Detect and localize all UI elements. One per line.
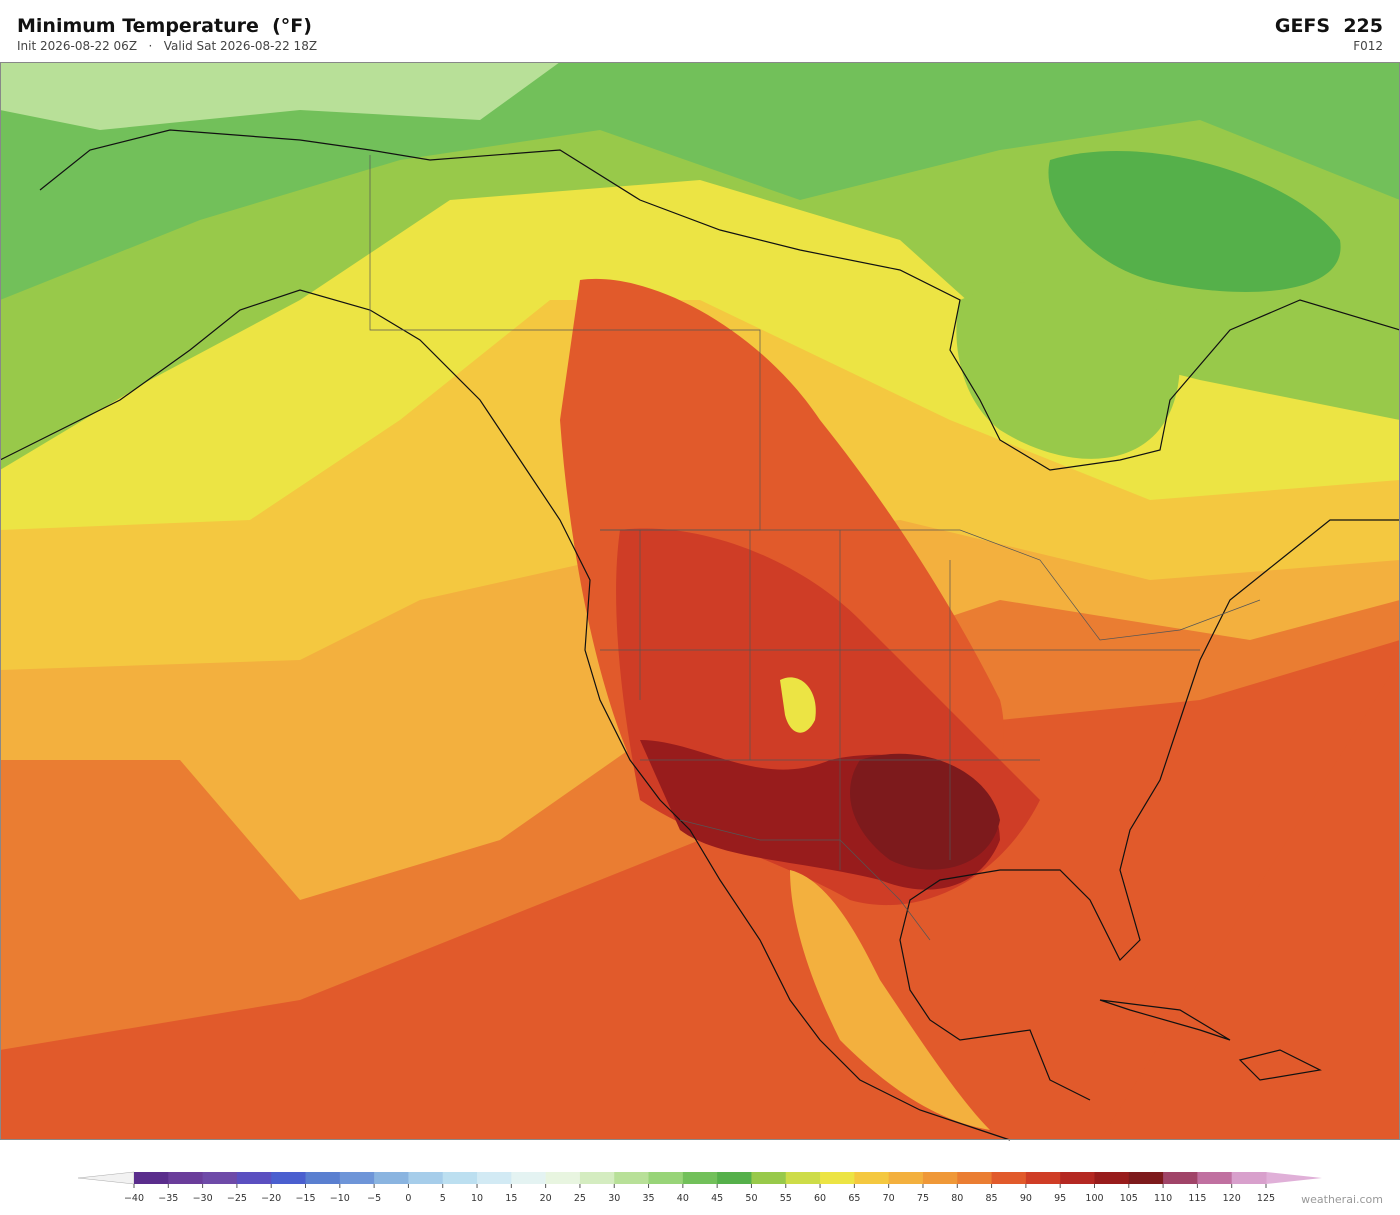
colorbar-segment [1197,1172,1233,1184]
subtitle: Init 2026-08-22 06Z · Valid Sat 2026-08-… [17,39,317,53]
init-time: Init 2026-08-22 06Z [17,39,138,53]
colorbar-segment [202,1172,238,1184]
temperature-field [0,62,1400,1140]
colorbar-segment [682,1172,718,1184]
colorbar-segment [1094,1172,1130,1184]
colorbar-tick-label: 125 [1257,1193,1275,1204]
colorbar-tick-label: 40 [677,1193,689,1204]
colorbar-tick-label: 100 [1085,1193,1103,1204]
colorbar-tick-label: 90 [1020,1193,1032,1204]
credit: weatherai.com [1301,1193,1383,1206]
colorbar-tick-label: 60 [814,1193,826,1204]
colorbar-tick-label: 70 [883,1193,895,1204]
colorbar-segment [1060,1172,1095,1184]
colorbar-tick-label: −5 [367,1193,381,1204]
colorbar-tick-label: 10 [471,1193,483,1204]
colorbar-tick-label: 25 [574,1193,586,1204]
colorbar-tick-label: 65 [848,1193,860,1204]
colorbar-segment [820,1172,855,1184]
colorbar-tick-label: −10 [330,1193,350,1204]
map-title: Minimum Temperature (°F) [17,15,312,37]
colorbar-segment [408,1172,444,1184]
colorbar-tick-label: −15 [295,1193,315,1204]
colorbar-tick-label: 115 [1188,1193,1206,1204]
colorbar-segment [1163,1172,1198,1184]
colorbar-segment [957,1172,993,1184]
separator: · [148,39,153,53]
colorbar-tick-label: 30 [608,1193,620,1204]
colorbar-segment [922,1172,958,1184]
colorbar-segment [134,1172,169,1184]
colorbar-segment [168,1172,204,1184]
colorbar-segment [236,1172,272,1184]
colorbar-segment [1025,1172,1061,1184]
model-name: GEFS 225 [1274,15,1383,37]
colorbar-segment [1128,1172,1164,1184]
colorbar: −40 −35 −30 −25 −20 −15 −10 −5 0 5 10 15 20 25 30 35 40 4… [77,1171,1322,1204]
colorbar-tick-label: 15 [505,1193,517,1204]
colorbar-segment [305,1172,341,1184]
colorbar-tick-label: 50 [745,1193,757,1204]
valid-time: Valid Sat 2026-08-22 18Z [163,39,318,53]
colorbar-tick-label: 45 [711,1193,723,1204]
colorbar-tick-label: 0 [405,1193,411,1204]
colorbar-segment [271,1172,307,1184]
colorbar-segment [854,1172,890,1184]
colorbar-segment [339,1172,375,1184]
coastlines [0,129,1400,1141]
colorbar-tick-label: 75 [917,1193,929,1204]
colorbar-tick-label: −20 [261,1193,281,1204]
colorbar-tick-label: 80 [951,1193,963,1204]
colorbar-segment [511,1172,547,1184]
forecast-hour: F012 [1353,39,1383,53]
colorbar-segment [374,1172,409,1184]
colorbar-over [1266,1172,1322,1184]
colorbar-segment [785,1172,821,1184]
colorbar-segment [991,1172,1027,1184]
colorbar-tick-label: 95 [1054,1193,1066,1204]
colorbar-tick-label: 85 [986,1193,998,1204]
colorbar-segment [579,1172,615,1184]
colorbar-tick-label: −30 [193,1193,213,1204]
colorbar-tick-label: 105 [1120,1193,1138,1204]
colorbar-segment [545,1172,581,1184]
colorbar-segment [751,1172,787,1184]
colorbar-under [77,1171,135,1185]
colorbar-tick-label: 55 [780,1193,792,1204]
colorbar-segment [717,1172,752,1184]
borders [369,155,1261,941]
colorbar-tick-label: −40 [124,1193,144,1204]
colorbar-tick-label: 120 [1223,1193,1241,1204]
colorbar-segment [888,1172,924,1184]
colorbar-tick-label: −25 [227,1193,247,1204]
colorbar-tick-label: 20 [540,1193,552,1204]
colorbar-segment [648,1172,684,1184]
colorbar-tick-label: 110 [1154,1193,1172,1204]
colorbar-segment [1231,1172,1267,1184]
colorbar-tick-label: −35 [158,1193,178,1204]
colorbar-tick-label: 5 [440,1193,446,1204]
colorbar-segment [614,1172,650,1184]
colorbar-tick-label: 35 [642,1193,654,1204]
colorbar-segment [477,1172,512,1184]
colorbar-segment [442,1172,478,1184]
